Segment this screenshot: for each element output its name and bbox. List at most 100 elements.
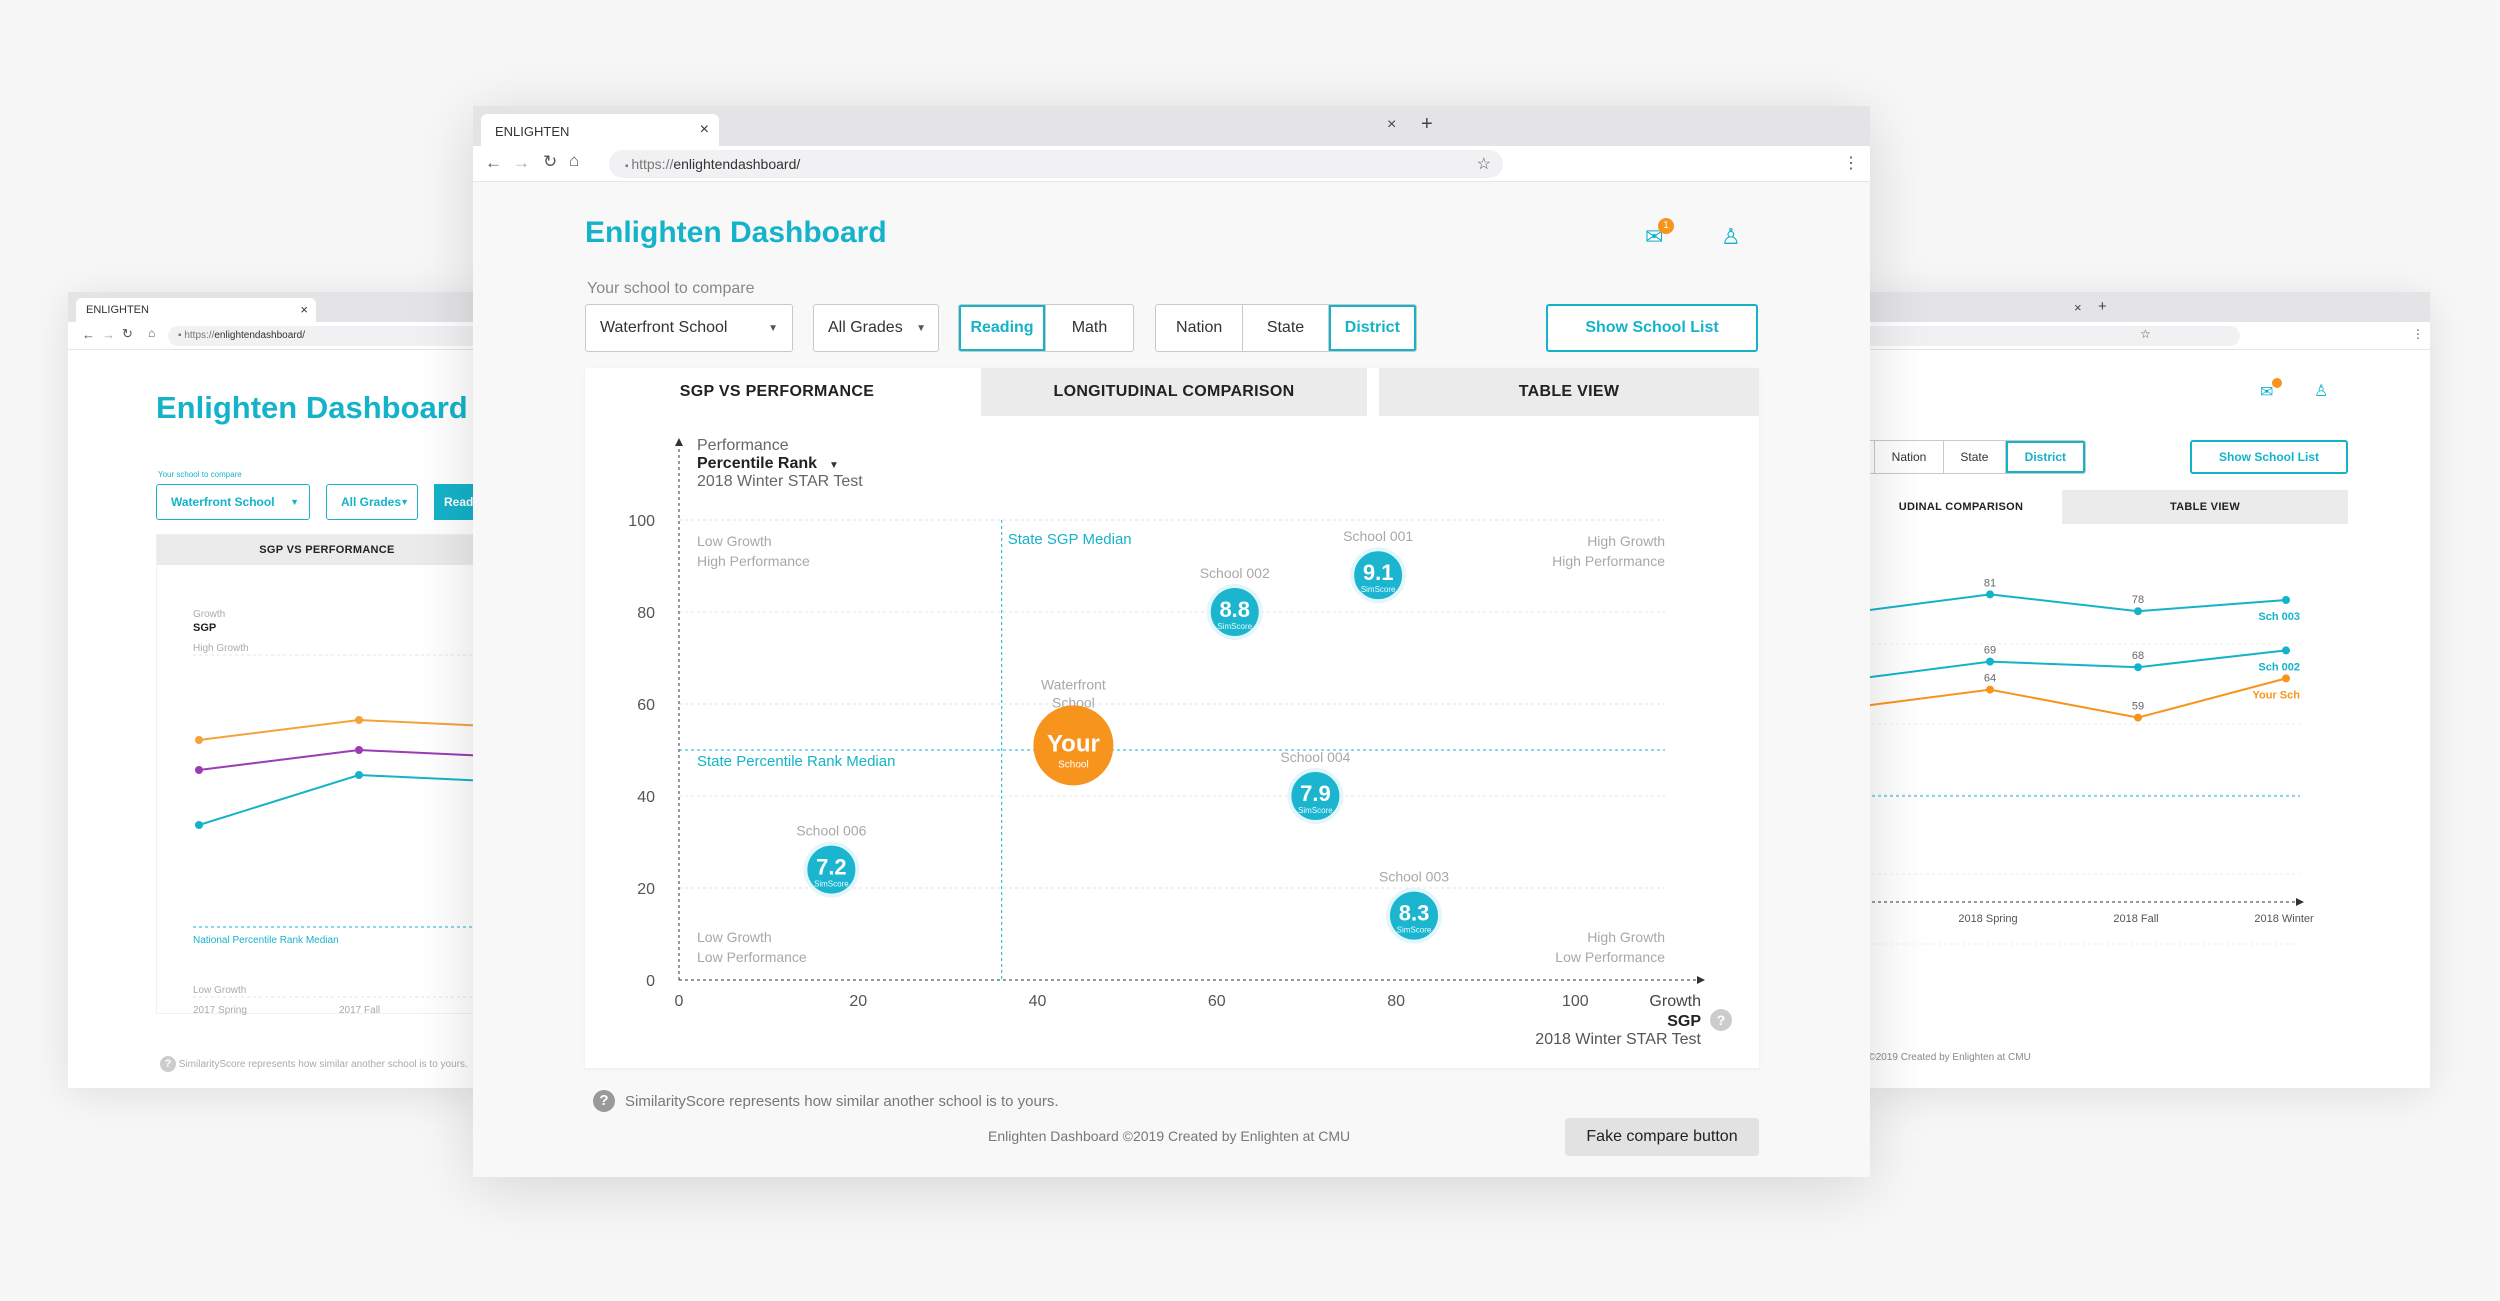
right-show-school-list-button[interactable]: Show School List: [2190, 440, 2348, 474]
main-browser-tab[interactable]: ENLIGHTEN ×: [481, 114, 719, 146]
right-show-school-list-label: Show School List: [2218, 450, 2319, 464]
footnote-text: SimilarityScore represents how similar a…: [625, 1092, 1059, 1110]
mail-icon[interactable]: ✉: [2260, 384, 2274, 401]
forward-arrow-icon[interactable]: →: [102, 327, 115, 342]
tab-district[interactable]: District: [1329, 305, 1416, 351]
help-icon[interactable]: ?: [593, 1090, 615, 1112]
chevron-down-icon: ▼: [400, 497, 409, 507]
tab-table-view[interactable]: TABLE VIEW: [1379, 368, 1759, 416]
left-reading-label: Read: [444, 495, 474, 509]
left-url-host: enlightendashboard/: [214, 330, 305, 341]
left-view-tab[interactable]: SGP VS PERFORMANCE: [157, 535, 488, 565]
right-scope-district[interactable]: District: [2006, 441, 2085, 473]
left-series-line: [198, 718, 488, 741]
user-icon[interactable]: ♙: [1721, 224, 1741, 249]
left-median-label: National Percentile Rank Median: [193, 935, 339, 946]
tab-state[interactable]: State: [1243, 305, 1329, 351]
new-tab-icon[interactable]: +: [1421, 113, 1433, 135]
grade-select[interactable]: All Grades ▼: [813, 304, 939, 352]
left-address-bar[interactable]: ▪ https://enlightendashboard/: [168, 326, 488, 346]
right-data-label: 59: [2132, 701, 2144, 713]
school-point: [1350, 547, 1407, 604]
left-x-tick-label: 2017 Spring: [193, 1005, 247, 1015]
tab-reading[interactable]: Reading: [959, 305, 1046, 351]
notification-badge: [2272, 378, 2282, 388]
tab-sgp-vs-performance[interactable]: SGP VS PERFORMANCE: [585, 368, 969, 416]
school-point-name: School 004: [1280, 749, 1350, 765]
subject-tabs: Reading Math: [958, 304, 1134, 352]
y-tick-label: 100: [628, 513, 655, 530]
user-icon[interactable]: ♙: [2314, 383, 2329, 400]
right-series-point: [1986, 685, 1994, 694]
star-icon[interactable]: ☆: [2140, 327, 2151, 341]
your-school-point: [1033, 705, 1114, 786]
quadrant-top-right-line1: High Growth: [1587, 533, 1665, 549]
x-median-label: State SGP Median: [1008, 531, 1132, 548]
reload-icon[interactable]: ↻: [122, 326, 133, 341]
school-select[interactable]: Waterfront School ▼: [585, 304, 793, 352]
quadrant-top-left-line1: Low Growth: [697, 533, 772, 549]
back-arrow-icon[interactable]: ←: [485, 153, 502, 172]
help-icon[interactable]: ?: [160, 1056, 176, 1072]
left-series-point: [355, 716, 363, 724]
school-point-score-label: SimScore: [1298, 806, 1333, 815]
right-scope-nation[interactable]: Nation: [1875, 441, 1945, 473]
school-point-score-label: SimScore: [1361, 585, 1396, 594]
school-point: [1206, 584, 1263, 640]
y-tick-label: 80: [637, 605, 655, 622]
tab-state-label: State: [1266, 319, 1305, 336]
home-icon[interactable]: ⌂: [569, 151, 580, 170]
quadrant-bottom-left-line2: Low Performance: [697, 949, 807, 965]
star-icon[interactable]: ☆: [1476, 156, 1491, 173]
left-series-point: [195, 766, 203, 774]
x-axis-arrow: [1697, 976, 1705, 984]
home-icon[interactable]: ⌂: [148, 326, 156, 340]
close-icon[interactable]: ×: [699, 121, 709, 138]
close-icon[interactable]: ×: [2074, 300, 2082, 315]
tab-longitudinal-comparison[interactable]: LONGITUDINAL COMPARISON: [981, 368, 1367, 416]
school-point: [803, 841, 860, 898]
compare-label: Your school to compare: [587, 280, 755, 297]
right-x-tick-label: 2018 Spring: [1958, 913, 2017, 925]
reload-icon[interactable]: ↻: [543, 152, 558, 171]
close-icon[interactable]: ×: [1387, 116, 1397, 133]
right-tab-strip: [1860, 292, 2430, 322]
right-scope-state[interactable]: State: [1944, 441, 2006, 473]
left-y-label: SGP: [193, 622, 216, 634]
right-address-bar[interactable]: [1860, 326, 2240, 346]
right-series-line: [1860, 677, 2287, 719]
tab-math[interactable]: Math: [1046, 305, 1133, 351]
main-browser-window: ENLIGHTEN × × + ← → ↻ ⌂ ▪ https://enligh…: [473, 106, 1870, 1177]
right-tab-table-view[interactable]: TABLE VIEW: [2062, 490, 2348, 524]
left-series-line: [198, 748, 488, 771]
tab-nation[interactable]: Nation: [1156, 305, 1244, 351]
main-address-bar[interactable]: ▪ https://enlightendashboard/ ☆: [609, 150, 1503, 178]
right-tab-longitudinal[interactable]: UDINAL COMPARISON: [1860, 490, 2062, 524]
left-footnote: ? SimilarityScore represents how similar…: [160, 1056, 468, 1072]
left-series-point: [195, 736, 203, 744]
scope-tabs: Nation State District: [1155, 304, 1417, 352]
right-tab-table-view-label: TABLE VIEW: [2169, 501, 2240, 513]
tab-table-view-label: TABLE VIEW: [1518, 383, 1620, 400]
your-school-label: Your: [1047, 730, 1100, 757]
left-series-line: [198, 773, 488, 826]
left-grade-select[interactable]: All Grades ▼: [326, 484, 418, 520]
forward-arrow-icon[interactable]: →: [513, 153, 530, 172]
show-school-list-button[interactable]: Show School List: [1546, 304, 1758, 352]
close-icon[interactable]: ×: [300, 302, 308, 317]
left-browser-tab[interactable]: ENLIGHTEN ×: [76, 298, 316, 322]
back-arrow-icon[interactable]: ←: [82, 327, 95, 342]
left-view-tab-label: SGP VS PERFORMANCE: [259, 544, 395, 556]
menu-kebab-icon[interactable]: ⋮: [2412, 327, 2424, 341]
right-x-tick-label: 2018 Fall: [2113, 913, 2158, 925]
menu-kebab-icon[interactable]: ⋮: [1843, 155, 1859, 172]
left-school-select[interactable]: Waterfront School ▼: [156, 484, 310, 520]
tab-longitudinal-comparison-label: LONGITUDINAL COMPARISON: [1053, 383, 1295, 400]
right-scope-blank[interactable]: [1860, 441, 1875, 473]
quadrant-top-right-line2: High Performance: [1552, 553, 1665, 569]
fake-compare-button[interactable]: Fake compare button: [1565, 1118, 1759, 1156]
right-browser-window: × + ☆ ⋮ ✉ ♙ Nation State District Show S…: [1860, 292, 2430, 1088]
new-tab-icon[interactable]: +: [2098, 298, 2107, 315]
left-chart-panel: SGP VS PERFORMANCE Growth SGP High Growth N…: [156, 534, 488, 1015]
left-page-title: Enlighten Dashboard: [156, 390, 468, 425]
